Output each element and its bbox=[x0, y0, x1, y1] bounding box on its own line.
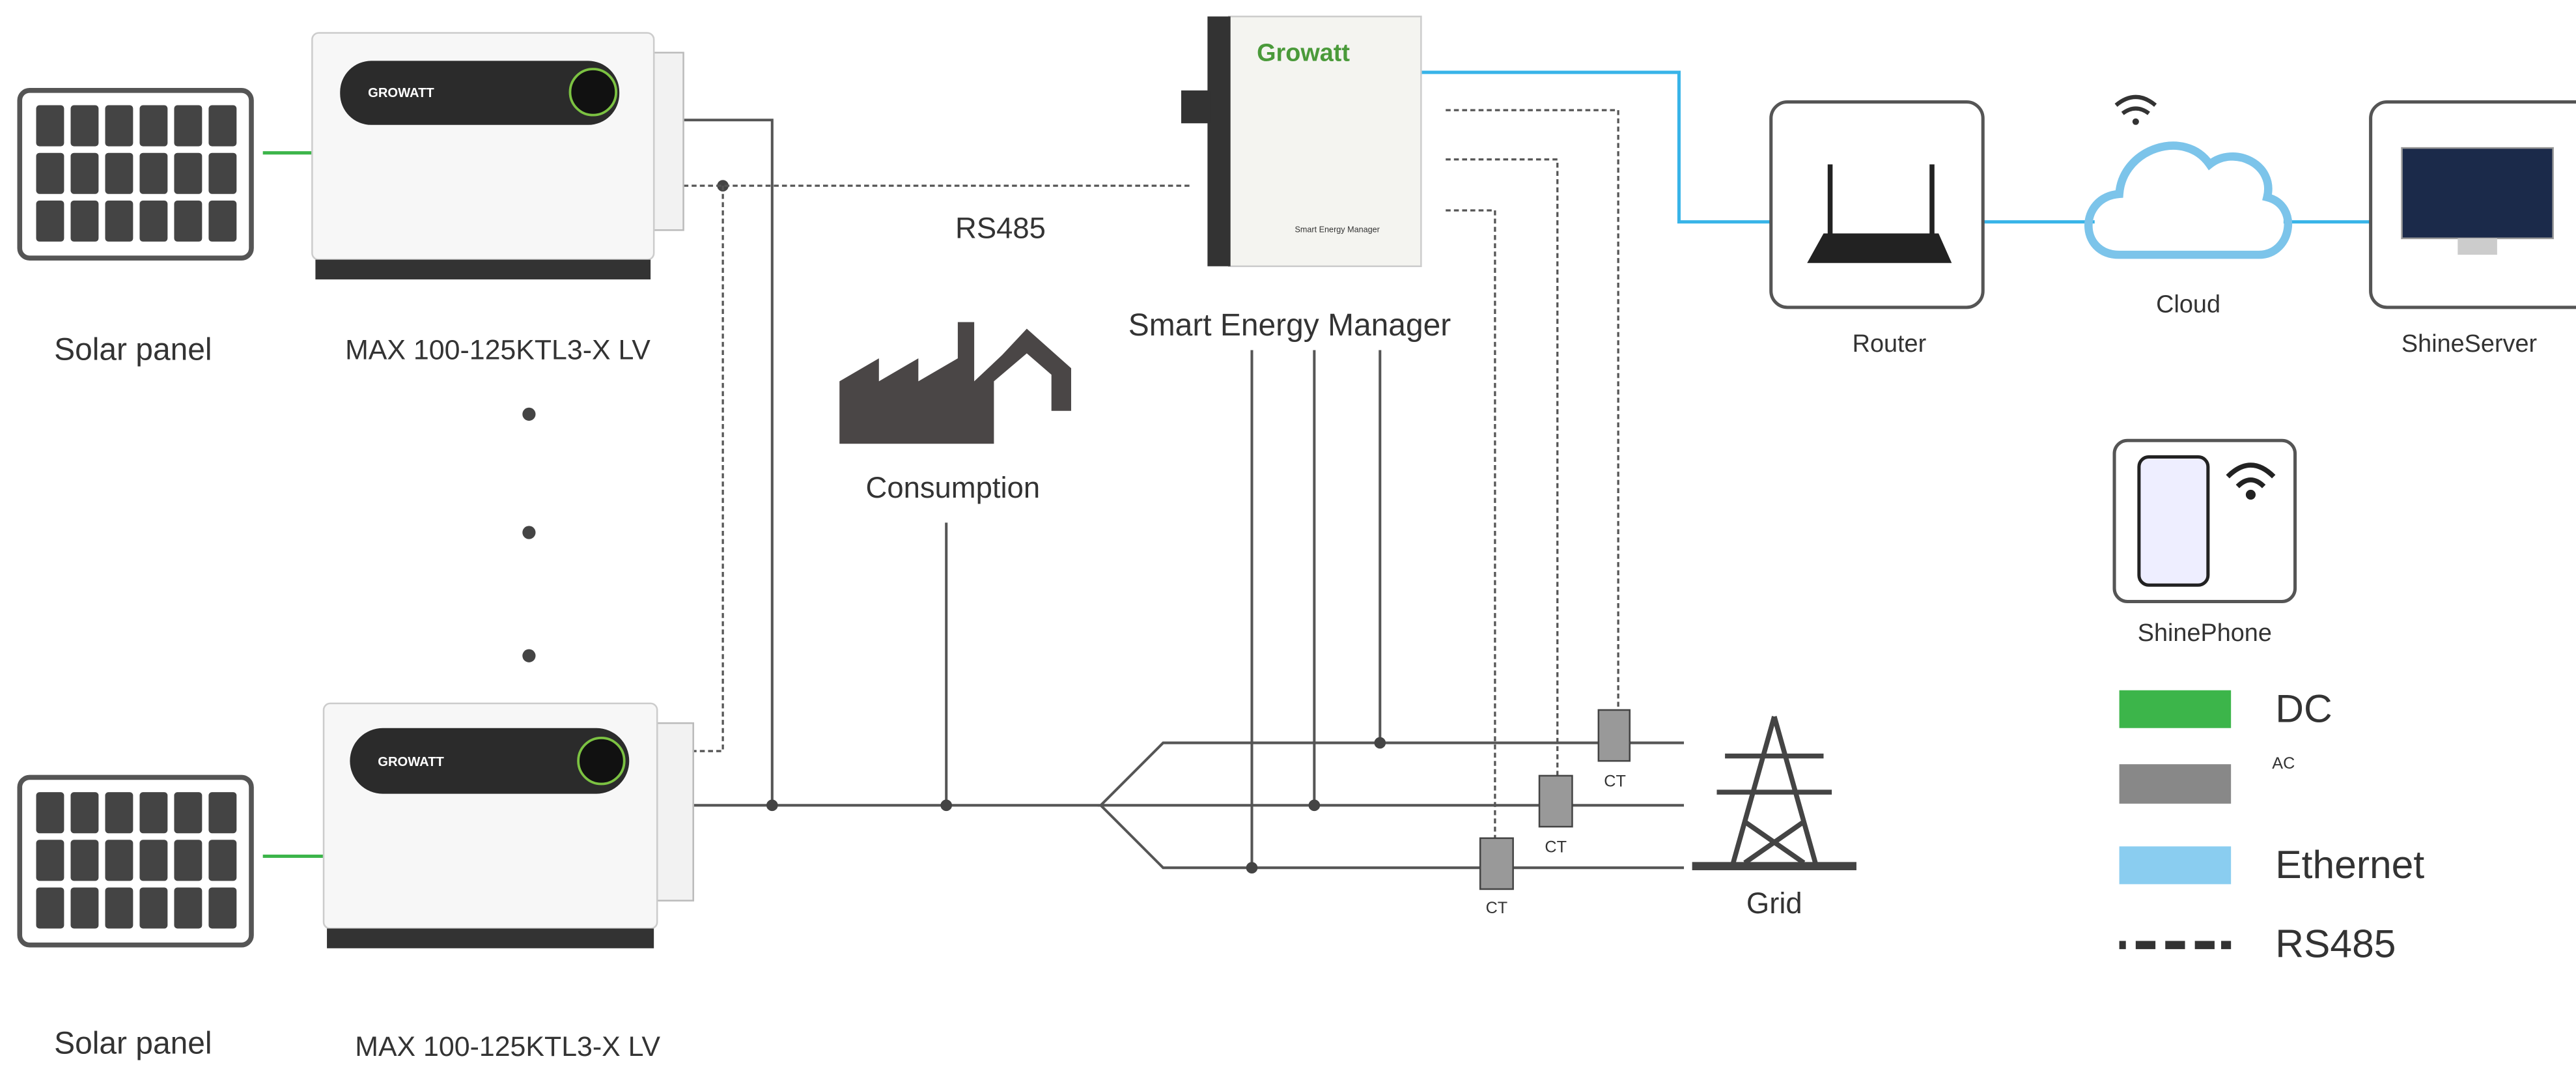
panel-cell bbox=[105, 840, 133, 881]
panel-cell bbox=[105, 153, 133, 194]
panel-cell bbox=[36, 792, 64, 833]
panel-cell bbox=[70, 106, 98, 147]
panel-cell bbox=[174, 201, 202, 242]
panel-cell bbox=[70, 840, 98, 881]
inverter-brand: GROWATT bbox=[378, 755, 444, 769]
panel-cell bbox=[139, 887, 167, 928]
legend: DC AC Ethernet RS485 bbox=[2120, 687, 2425, 966]
wifi-icon bbox=[2116, 97, 2156, 113]
panel-cell bbox=[174, 792, 202, 833]
panel-cell bbox=[174, 106, 202, 147]
panel-cell bbox=[70, 792, 98, 833]
panel-cell bbox=[208, 106, 236, 147]
inverter: GROWATT bbox=[324, 703, 693, 948]
ellipsis bbox=[522, 408, 535, 662]
inverter: GROWATT bbox=[312, 33, 683, 279]
panel-cell bbox=[70, 887, 98, 928]
router-label: Router bbox=[1853, 330, 1927, 358]
panel-cell bbox=[208, 792, 236, 833]
server-label: ShineServer bbox=[2401, 330, 2537, 358]
phone-label: ShinePhone bbox=[2138, 619, 2272, 647]
sem-label: Smart Energy Manager bbox=[1128, 308, 1451, 343]
inverter-model: MAX 100-125KTL3-X LV bbox=[355, 1031, 660, 1062]
sem-brand: Growatt bbox=[1257, 39, 1350, 66]
legend-label: AC bbox=[2272, 754, 2295, 773]
ct-label: CT bbox=[1604, 773, 1626, 791]
panel-cell bbox=[174, 840, 202, 881]
panel-cell bbox=[139, 840, 167, 881]
panel-cell bbox=[70, 153, 98, 194]
panel-cell bbox=[36, 106, 64, 147]
cloud-icon bbox=[2088, 146, 2288, 255]
panel-cell bbox=[208, 153, 236, 194]
router bbox=[1771, 102, 1983, 307]
smart-energy-manager: Growatt Smart Energy Manager bbox=[1181, 16, 1421, 266]
shinephone bbox=[2114, 440, 2295, 601]
panel-cell bbox=[105, 792, 133, 833]
sem-device-label: Smart Energy Manager bbox=[1295, 225, 1380, 234]
panel-cell bbox=[36, 887, 64, 928]
legend-label: Ethernet bbox=[2275, 842, 2424, 887]
page: GROWATT GROWATT Solar panel Solar panel … bbox=[0, 0, 2576, 1065]
panel-cell bbox=[174, 153, 202, 194]
legend-label: RS485 bbox=[2275, 921, 2396, 965]
shineserver bbox=[2371, 102, 2576, 307]
inverter-model: MAX 100-125KTL3-X LV bbox=[345, 334, 651, 365]
panel-cell bbox=[36, 840, 64, 881]
panel-cell bbox=[105, 201, 133, 242]
solar-panels bbox=[20, 91, 251, 945]
panel-cell bbox=[208, 201, 236, 242]
panel-cell bbox=[208, 840, 236, 881]
panel-label: Solar panel bbox=[54, 1026, 212, 1060]
panel-cell bbox=[105, 106, 133, 147]
ct-label: CT bbox=[1486, 899, 1508, 917]
factory-icon bbox=[839, 322, 1071, 444]
junctions bbox=[717, 180, 1386, 873]
bus-label: RS485 bbox=[955, 211, 1046, 244]
legend-label: DC bbox=[2275, 687, 2332, 731]
cloud-label: Cloud bbox=[2156, 291, 2220, 318]
ct-sensors bbox=[1480, 710, 1630, 889]
panel-cell bbox=[139, 792, 167, 833]
panel-cell bbox=[139, 106, 167, 147]
grid-label: Grid bbox=[1746, 887, 1802, 920]
panel-cell bbox=[208, 887, 236, 928]
ct-label: CT bbox=[1545, 838, 1567, 857]
consumption-label: Consumption bbox=[866, 471, 1041, 504]
panel-cell bbox=[36, 201, 64, 242]
panel-cell bbox=[174, 887, 202, 928]
grid-tower bbox=[1692, 717, 1856, 866]
panel-cell bbox=[70, 201, 98, 242]
panel-cell bbox=[105, 887, 133, 928]
ac-wires bbox=[684, 120, 1684, 868]
panel-cell bbox=[139, 153, 167, 194]
panel-label: Solar panel bbox=[54, 333, 212, 367]
panel-cell bbox=[36, 153, 64, 194]
rs485-wires bbox=[684, 110, 1619, 838]
panel-cell bbox=[139, 201, 167, 242]
diagram: GROWATT GROWATT Solar panel Solar panel … bbox=[0, 0, 2576, 1065]
inverter-brand: GROWATT bbox=[368, 86, 434, 100]
